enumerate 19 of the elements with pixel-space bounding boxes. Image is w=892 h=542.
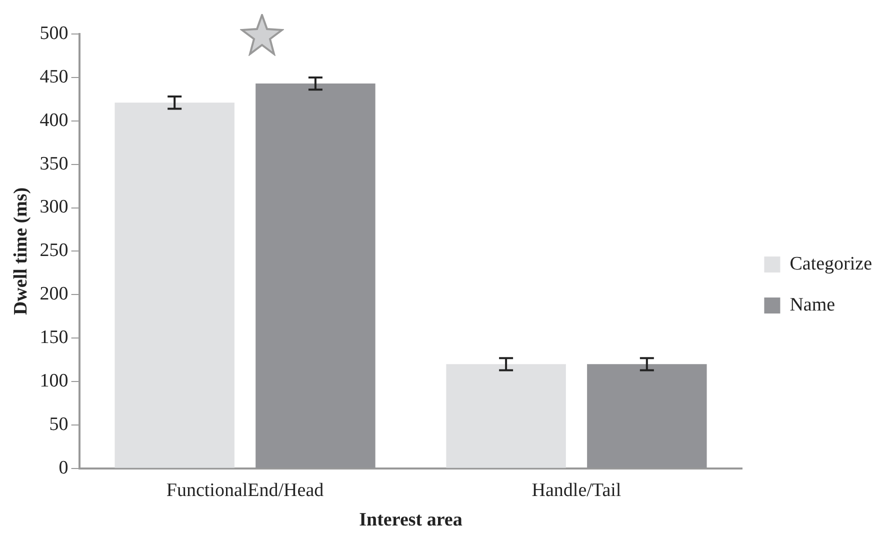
y-tick-label: 350 (40, 153, 68, 174)
y-tick-label: 400 (40, 110, 68, 131)
y-axis-title: Dwell time (ms) (10, 187, 32, 316)
x-tick-label: Handle/Tail (532, 480, 622, 501)
y-tick-label: 450 (40, 66, 68, 88)
y-tick-label: 0 (58, 457, 68, 478)
y-tick-label: 250 (40, 240, 68, 262)
y-tick-label: 100 (40, 370, 68, 392)
legend-label: Categorize (790, 253, 872, 274)
y-tick-label: 200 (40, 284, 68, 305)
y-tick-label: 50 (49, 414, 68, 435)
bar (114, 102, 234, 468)
y-tick-label: 300 (40, 196, 68, 218)
x-axis-title: Interest area (359, 510, 463, 531)
bar (446, 364, 566, 468)
legend-label: Name (790, 294, 836, 316)
y-tick-label: 500 (40, 22, 68, 44)
x-tick-label: FunctionalEnd/Head (166, 480, 324, 501)
y-tick-label: 150 (40, 327, 68, 348)
